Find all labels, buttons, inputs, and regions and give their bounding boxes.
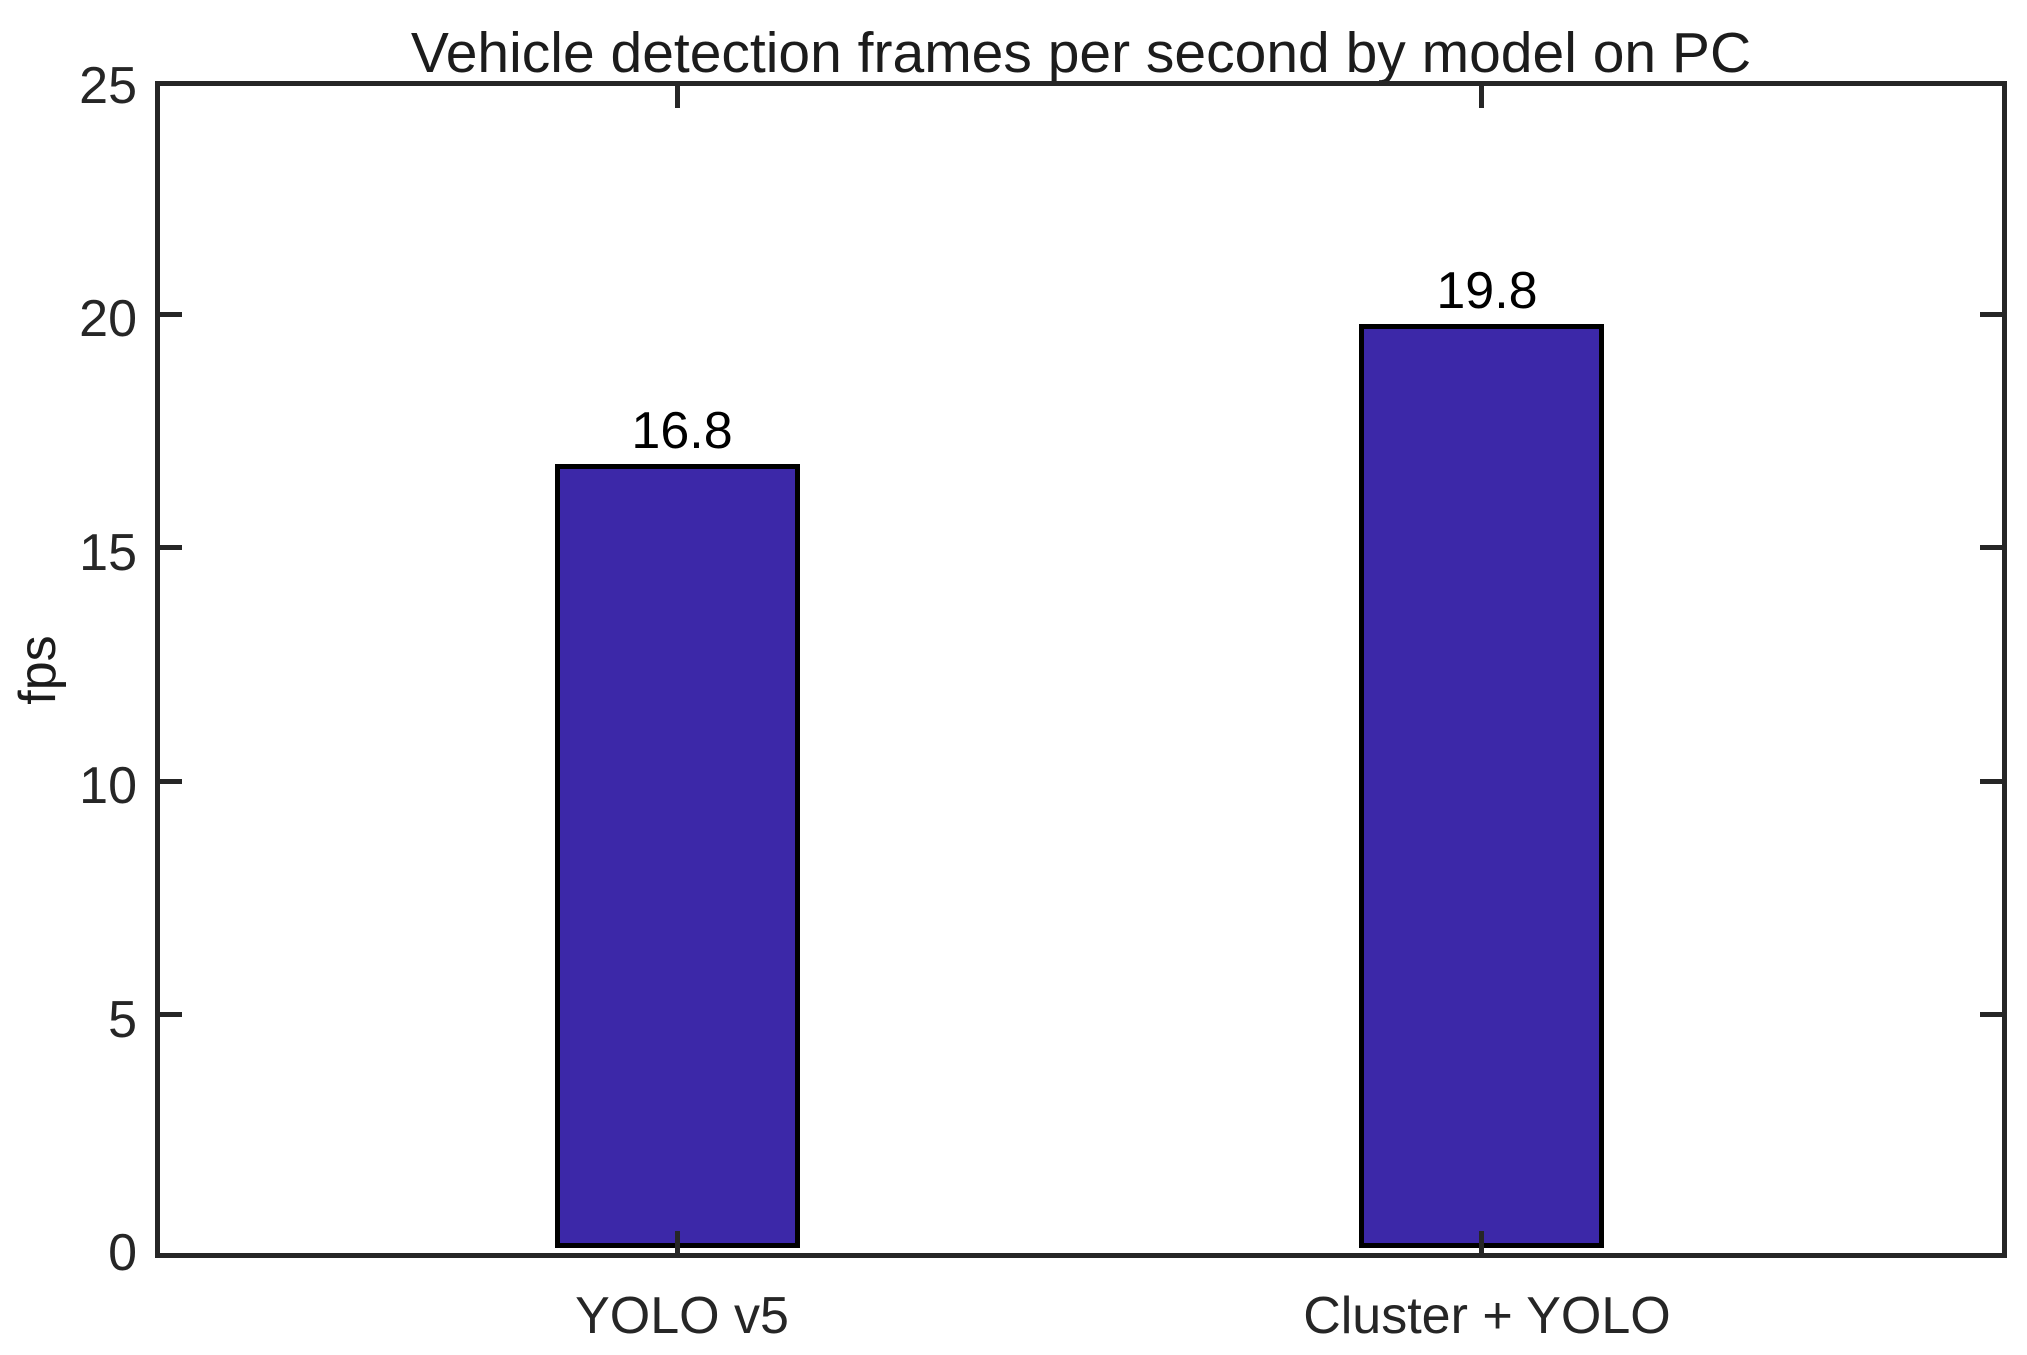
- bar-value-label: 16.8: [631, 401, 733, 460]
- x-axis-tick-bottom: [1479, 1231, 1485, 1253]
- bar-yolo-v5: [554, 463, 800, 1248]
- bar-cluster-yolo: [1359, 323, 1605, 1248]
- y-axis-tick-right: [1980, 778, 2002, 784]
- y-axis-tick-left: [160, 1012, 182, 1018]
- chart-title: Vehicle detection frames per second by m…: [410, 21, 1752, 85]
- y-axis-tick-label: 10: [79, 757, 137, 816]
- y-axis-label: fps: [9, 635, 67, 705]
- y-axis-tick-label: 5: [108, 990, 137, 1049]
- y-axis-tick-right: [1980, 311, 2002, 317]
- y-axis-tick-label: 25: [79, 57, 137, 115]
- bar-value-label: 19.8: [1436, 261, 1538, 320]
- x-category-label: Cluster + YOLO: [1303, 1287, 1671, 1345]
- x-axis-tick-top: [674, 86, 680, 108]
- y-axis-tick-label: 15: [79, 523, 137, 582]
- y-axis-tick-label: 0: [108, 1224, 137, 1282]
- y-axis-tick-left: [160, 545, 182, 551]
- y-axis-tick-right: [1980, 545, 2002, 551]
- x-axis-tick-bottom: [674, 1231, 680, 1253]
- y-axis-tick-right: [1980, 1012, 2002, 1018]
- y-axis-tick-left: [160, 778, 182, 784]
- y-axis-tick-label: 20: [79, 290, 137, 349]
- x-category-label: YOLO v5: [575, 1287, 789, 1345]
- plot-area: [155, 81, 2007, 1258]
- x-axis-tick-top: [1479, 86, 1485, 108]
- y-axis-tick-left: [160, 311, 182, 317]
